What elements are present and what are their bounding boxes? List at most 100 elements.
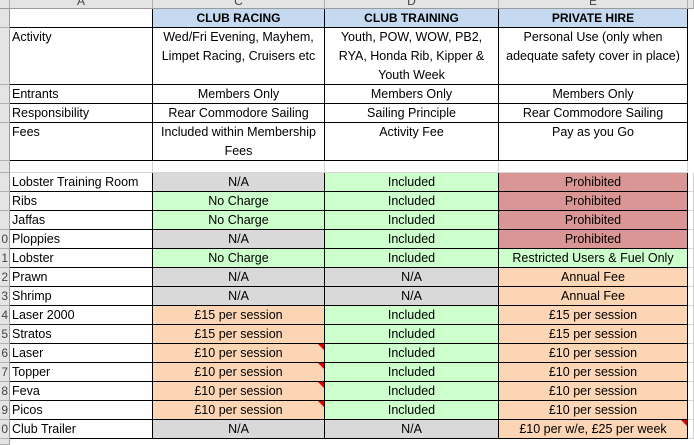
row-header (0, 123, 10, 161)
item-cell: £10 per session (153, 344, 325, 363)
row-header (0, 439, 10, 445)
blank-cell (499, 161, 688, 173)
blank-cell (688, 306, 694, 325)
cell-text-line: RYA, Honda Rib, Kipper & (338, 49, 485, 63)
info-cell: Members Only (153, 85, 325, 104)
info-cell: Activity Fee (325, 123, 499, 161)
row-header (0, 9, 10, 28)
item-cell: N/A (153, 173, 325, 192)
cell-text-line: Sailing Principle (367, 106, 456, 120)
row-header (0, 85, 10, 104)
item-cell: £10 per w/e, £25 per week (499, 420, 688, 439)
item-cell: £15 per session (153, 306, 325, 325)
item-cell: £10 per session (153, 401, 325, 420)
row-label: Lobster Training Room (10, 173, 153, 192)
row-label: Picos (10, 401, 153, 420)
item-cell: No Charge (153, 192, 325, 211)
item-cell: Prohibited (499, 211, 688, 230)
item-cell: N/A (325, 287, 499, 306)
item-cell: Prohibited (499, 192, 688, 211)
row-header (0, 192, 10, 211)
row-header: 6 (0, 344, 10, 363)
blank-cell (688, 249, 694, 268)
blank-cell (688, 363, 694, 382)
item-cell: Restricted Users & Fuel Only (499, 249, 688, 268)
row-header: 3 (0, 287, 10, 306)
item-cell: Included (325, 192, 499, 211)
row-header (0, 104, 10, 123)
info-cell: Rear Commodore Sailing (499, 104, 688, 123)
comment-indicator[interactable] (318, 382, 324, 388)
row-label: Lobster (10, 249, 153, 268)
info-cell: Sailing Principle (325, 104, 499, 123)
row-label: Stratos (10, 325, 153, 344)
row-header: 9 (0, 401, 10, 420)
item-cell: £10 per session (153, 382, 325, 401)
corner (0, 0, 10, 9)
column-header: A (10, 0, 153, 9)
item-cell: Prohibited (499, 230, 688, 249)
comment-indicator[interactable] (318, 401, 324, 407)
blank-cell (153, 161, 325, 173)
row-header: 8 (0, 382, 10, 401)
header-cell: CLUB RACING (153, 9, 325, 28)
cell-text-line: Personal Use (only when (523, 30, 663, 44)
item-cell: N/A (153, 420, 325, 439)
cell-text-line: Pay as you Go (552, 125, 634, 139)
item-cell: Annual Fee (499, 287, 688, 306)
header-cell: CLUB TRAINING (325, 9, 499, 28)
cell-text-line: Youth, POW, WOW, PB2, (340, 30, 483, 44)
blank-cell (325, 161, 499, 173)
blank-cell (10, 161, 153, 173)
item-cell: N/A (325, 420, 499, 439)
item-cell: Prohibited (499, 173, 688, 192)
info-cell: Wed/Fri Evening, Mayhem, Limpet Racing, C… (153, 28, 325, 85)
blank-cell (688, 192, 694, 211)
blank-cell (688, 287, 694, 306)
blank-cell (688, 268, 694, 287)
row-label: Topper (10, 363, 153, 382)
cell-text-line: Activity Fee (379, 125, 444, 139)
info-cell: Members Only (325, 85, 499, 104)
info-cell: Included within Membership Fees (153, 123, 325, 161)
cell-text-line: Rear Commodore Sailing (522, 106, 664, 120)
column-header: C (153, 0, 325, 9)
item-cell: Included (325, 401, 499, 420)
item-cell: Included (325, 211, 499, 230)
item-cell: Included (325, 173, 499, 192)
row-header: 0 (0, 420, 10, 439)
row-label: Ploppies (10, 230, 153, 249)
cell-text-line: Members Only (370, 87, 453, 101)
item-cell: Included (325, 306, 499, 325)
blank-cell (688, 230, 694, 249)
row-header (0, 211, 10, 230)
column-header: E (499, 0, 688, 9)
blank-cell (688, 211, 694, 230)
item-cell: Annual Fee (499, 268, 688, 287)
item-cell: £10 per session (153, 363, 325, 382)
blank-cell (688, 325, 694, 344)
cell-text-line: Wed/Fri Evening, Mayhem, (163, 30, 314, 44)
row-header: 2 (0, 268, 10, 287)
blank-cell (688, 420, 694, 439)
item-cell: N/A (153, 230, 325, 249)
item-cell: Included (325, 344, 499, 363)
row-header: 1 (0, 249, 10, 268)
row-label: Activity (10, 28, 153, 85)
item-cell: Included (325, 230, 499, 249)
info-cell: Personal Use (only when adequate safety c… (499, 28, 688, 85)
comment-indicator[interactable] (318, 344, 324, 350)
cell-text-line: Youth Week (378, 68, 445, 82)
item-cell: N/A (153, 287, 325, 306)
row-label: Laser 2000 (10, 306, 153, 325)
cell-text-line: adequate safety cover in place) (506, 49, 680, 63)
cell-text-line: Included within Membership (161, 125, 316, 139)
info-cell: Members Only (499, 85, 688, 104)
row-header (0, 28, 10, 85)
item-cell: N/A (153, 268, 325, 287)
column-header (688, 0, 694, 9)
comment-indicator[interactable] (681, 420, 687, 426)
cell-text-line: Members Only (197, 87, 280, 101)
comment-indicator[interactable] (318, 363, 324, 369)
